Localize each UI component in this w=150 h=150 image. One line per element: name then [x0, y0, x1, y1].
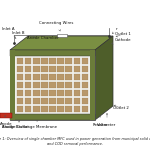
Bar — [82, 58, 88, 64]
Text: Figure 1: Overview of single chamber MFC used in power generation from municipal: Figure 1: Overview of single chamber MFC… — [0, 137, 150, 146]
Bar — [25, 66, 31, 72]
Bar — [17, 82, 23, 88]
Text: Sludge Outlet: Sludge Outlet — [2, 120, 29, 129]
Text: Anode Exchange Membrane: Anode Exchange Membrane — [3, 120, 57, 129]
Text: Outlet 1: Outlet 1 — [115, 32, 131, 37]
Bar — [33, 58, 40, 64]
Bar — [65, 98, 72, 104]
Bar — [33, 66, 40, 72]
Bar — [49, 58, 56, 64]
Bar — [49, 82, 56, 88]
Bar — [25, 98, 31, 104]
Bar — [25, 90, 31, 96]
Bar — [82, 90, 88, 96]
Bar — [57, 66, 64, 72]
Bar — [49, 74, 56, 80]
Text: Cathode: Cathode — [111, 38, 132, 44]
Text: Inlet B: Inlet B — [12, 31, 35, 38]
Bar — [25, 106, 31, 112]
Text: r: r — [112, 27, 118, 34]
Bar — [65, 74, 72, 80]
Bar — [17, 74, 23, 80]
Bar — [57, 82, 64, 88]
Bar — [33, 98, 40, 104]
Bar — [65, 82, 72, 88]
Text: Anode Chamber: Anode Chamber — [27, 36, 59, 40]
Bar — [57, 33, 66, 36]
Bar — [25, 82, 31, 88]
Bar — [57, 106, 64, 112]
Bar — [17, 106, 23, 112]
Bar — [57, 58, 64, 64]
Text: Outlet 2: Outlet 2 — [113, 105, 129, 110]
Bar — [17, 98, 23, 104]
Bar — [82, 66, 88, 72]
Bar — [33, 74, 40, 80]
Bar — [17, 66, 23, 72]
Polygon shape — [10, 36, 113, 50]
Bar — [41, 58, 48, 64]
Bar — [33, 106, 40, 112]
Bar — [25, 74, 31, 80]
Bar — [17, 90, 23, 96]
Bar — [41, 98, 48, 104]
Text: Connecting Wires: Connecting Wires — [39, 21, 74, 31]
Bar — [74, 90, 80, 96]
Text: Inlet A: Inlet A — [2, 27, 16, 39]
Bar — [74, 82, 80, 88]
Polygon shape — [90, 50, 95, 120]
Bar — [74, 98, 80, 104]
Bar — [82, 82, 88, 88]
Bar — [49, 66, 56, 72]
Bar — [41, 82, 48, 88]
Bar — [33, 82, 40, 88]
Bar — [82, 98, 88, 104]
Polygon shape — [10, 50, 95, 120]
Bar — [57, 98, 64, 104]
Bar — [41, 74, 48, 80]
Bar — [57, 90, 64, 96]
Bar — [74, 74, 80, 80]
Bar — [74, 58, 80, 64]
Polygon shape — [95, 36, 113, 120]
Bar — [41, 106, 48, 112]
Polygon shape — [10, 114, 95, 120]
Text: Resistor: Resistor — [92, 116, 108, 127]
Text: Anode: Anode — [0, 116, 12, 126]
Bar — [65, 90, 72, 96]
Bar — [41, 66, 48, 72]
Text: Voltmeter: Voltmeter — [97, 113, 117, 127]
Bar — [82, 106, 88, 112]
Bar — [0, 112, 12, 117]
Bar — [49, 98, 56, 104]
Bar — [17, 58, 23, 64]
Bar — [74, 106, 80, 112]
Bar — [57, 74, 64, 80]
Bar — [65, 106, 72, 112]
Bar — [41, 90, 48, 96]
Bar — [65, 66, 72, 72]
Bar — [82, 74, 88, 80]
Bar — [49, 106, 56, 112]
Bar — [33, 90, 40, 96]
Bar — [49, 90, 56, 96]
Polygon shape — [10, 50, 15, 120]
Bar — [74, 66, 80, 72]
Bar — [25, 58, 31, 64]
Polygon shape — [10, 50, 95, 56]
Bar — [65, 58, 72, 64]
